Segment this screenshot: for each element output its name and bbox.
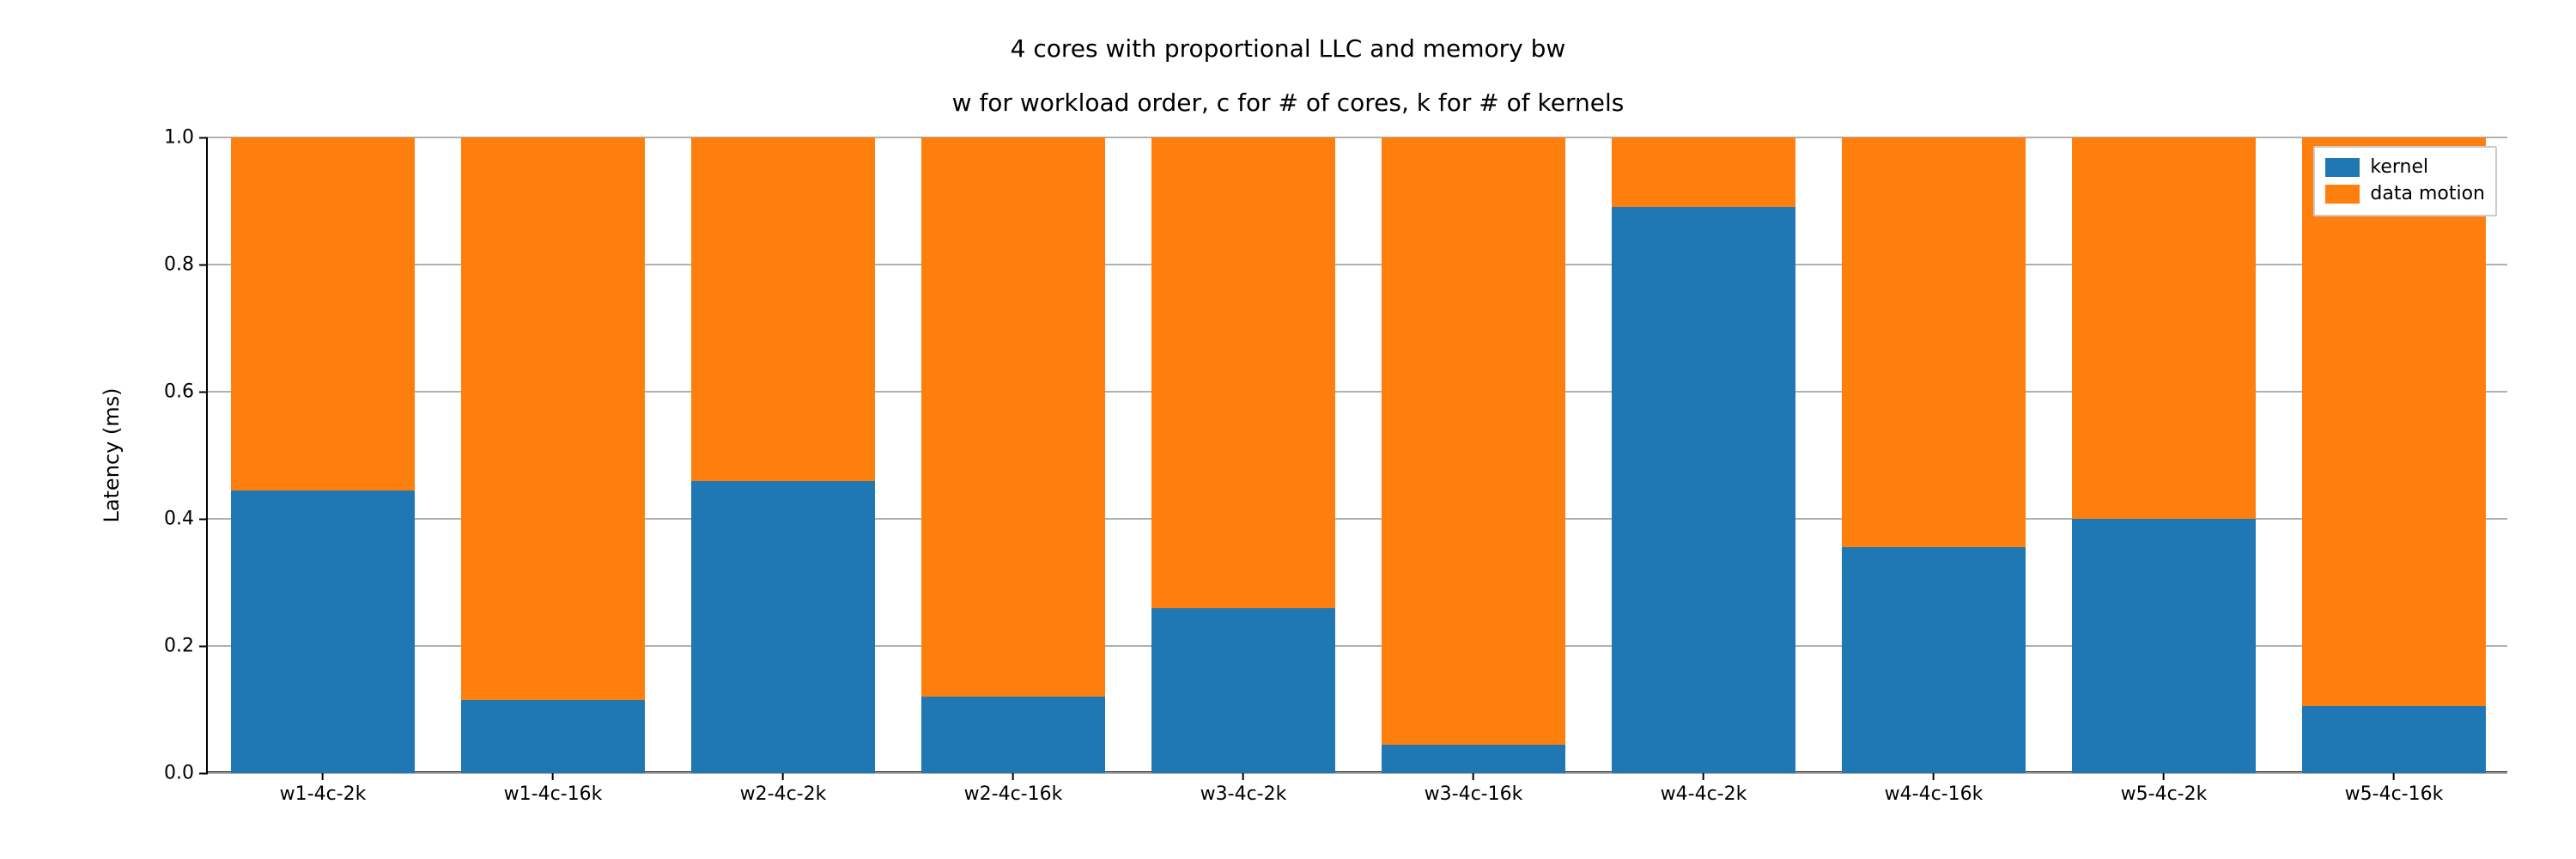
legend-swatch [2325, 185, 2360, 204]
x-tick-label: w2-4c-16k [964, 771, 1063, 805]
bar-segment [1382, 137, 1565, 745]
bar-segment [691, 137, 875, 481]
legend-label: data motion [2370, 181, 2485, 208]
x-tick-label: w4-4c-16k [1885, 771, 1984, 805]
y-tick-label: 0.8 [164, 254, 208, 276]
bar-segment [2302, 706, 2486, 773]
y-tick-label: 0.0 [164, 763, 208, 784]
y-tick-label: 0.6 [164, 381, 208, 403]
bar-segment [461, 137, 645, 700]
legend-swatch [2325, 158, 2360, 177]
bar-segment [1842, 547, 2026, 773]
bar-segment [1612, 207, 1795, 773]
x-tick-label: w3-4c-2k [1200, 771, 1287, 805]
bar-segment [1151, 137, 1335, 608]
bar-segment [2302, 137, 2486, 706]
y-tick-label: 0.4 [164, 509, 208, 530]
bar-segment [231, 490, 415, 773]
bar-segment [2072, 519, 2256, 773]
bar-segment [461, 700, 645, 773]
plot-area: 0.00.20.40.60.81.0w1-4c-2kw1-4c-16kw2-4c… [206, 137, 2507, 773]
bar-segment [921, 697, 1105, 773]
legend-item: kernel [2325, 155, 2485, 181]
x-tick-label: w3-4c-16k [1425, 771, 1523, 805]
legend-label: kernel [2370, 155, 2428, 181]
bar-segment [1842, 137, 2026, 547]
bar-segment [2072, 137, 2256, 519]
figure: 4 cores with proportional LLC and memory… [0, 0, 2576, 859]
bar-segment [231, 137, 415, 490]
chart-title: 4 cores with proportional LLC and memory… [0, 34, 2576, 117]
chart-title-line1: 4 cores with proportional LLC and memory… [0, 34, 2576, 63]
x-tick-label: w4-4c-2k [1661, 771, 1747, 805]
bar-segment [921, 137, 1105, 697]
y-tick-label: 1.0 [164, 127, 208, 149]
legend: kerneldata motion [2313, 146, 2497, 216]
x-tick-label: w5-4c-2k [2121, 771, 2208, 805]
x-tick-label: w2-4c-2k [740, 771, 827, 805]
bar-segment [1382, 745, 1565, 773]
bar-segment [1151, 608, 1335, 773]
y-tick-label: 0.2 [164, 636, 208, 657]
x-tick-label: w5-4c-16k [2345, 771, 2444, 805]
bar-segment [691, 481, 875, 773]
chart-title-line2: w for workload order, c for # of cores, … [0, 88, 2576, 117]
legend-item: data motion [2325, 181, 2485, 208]
y-axis-label: Latency (ms) [100, 387, 124, 522]
x-tick-label: w1-4c-2k [280, 771, 367, 805]
bar-segment [1612, 137, 1795, 207]
x-tick-label: w1-4c-16k [504, 771, 603, 805]
